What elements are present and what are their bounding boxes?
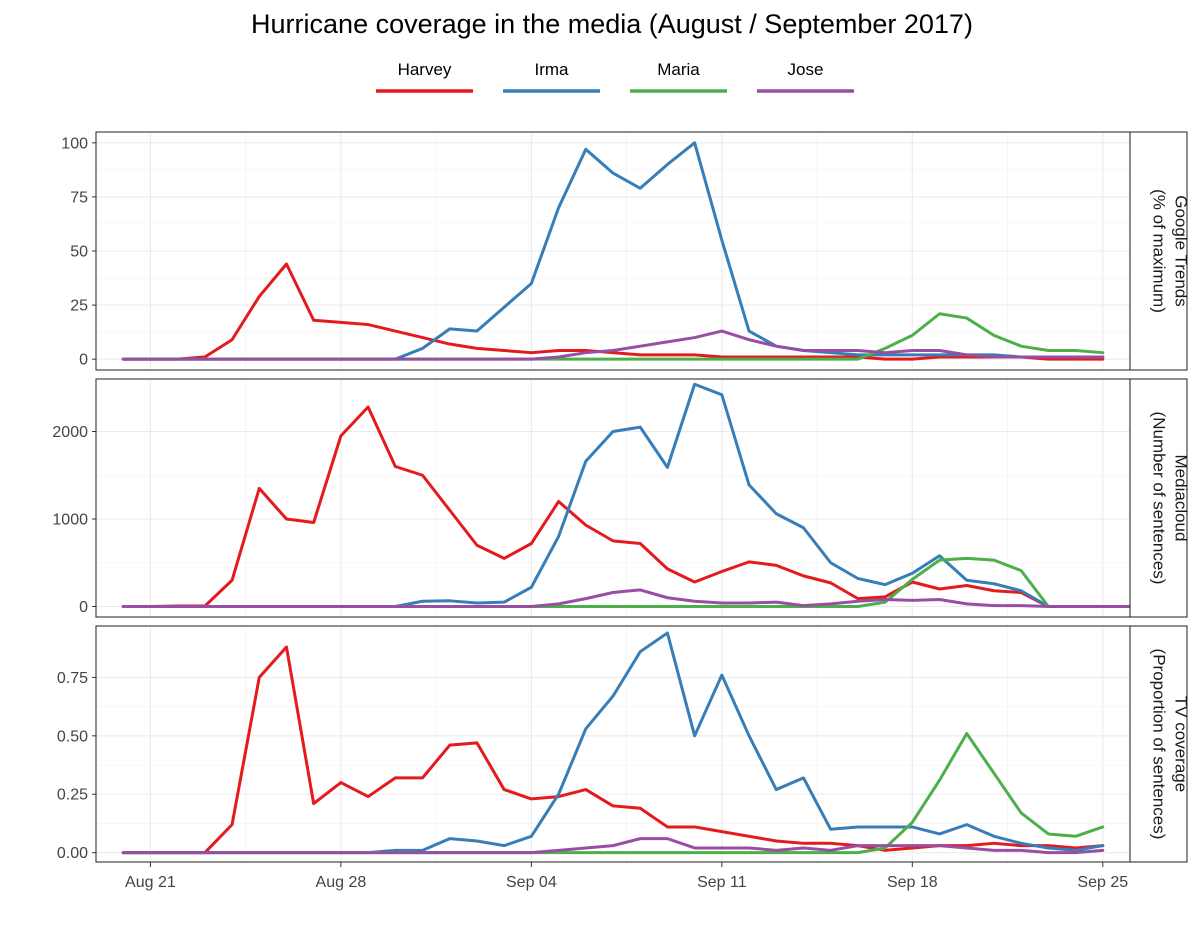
strip-label: (Number of sentences) <box>1150 412 1169 585</box>
panels: 0 25 50 75 100 Google Trends(% of maximum) 0 10… <box>52 131 1191 863</box>
legend-item-maria: Maria <box>630 60 727 93</box>
strip-label: TV coverage <box>1172 696 1191 792</box>
legend: Harvey Irma Maria Jose <box>376 60 854 93</box>
y-tick-label: 2000 <box>52 424 88 441</box>
facet-strip: Google Trends(% of maximum) <box>1129 131 1191 371</box>
strip-label: Google Trends <box>1172 195 1191 307</box>
strip-background <box>1129 131 1188 371</box>
x-tick-label: Sep 18 <box>887 874 938 891</box>
y-tick-label: 100 <box>61 135 88 152</box>
y-tick-label: 0.25 <box>57 787 88 804</box>
series-line-jose <box>121 329 1105 361</box>
y-tick-label: 0.00 <box>57 845 88 862</box>
strip-label: (Proportion of sentences) <box>1150 649 1169 840</box>
strip-background <box>1129 625 1188 863</box>
y-tick-label: 0.75 <box>57 670 88 687</box>
facet-strip: TV coverage(Proportion of sentences) <box>1129 625 1191 863</box>
y-tick-label: 1000 <box>52 512 88 529</box>
y-tick-label: 75 <box>70 189 88 206</box>
series-line-harvey <box>121 405 1132 608</box>
y-tick-label: 0 <box>79 599 88 616</box>
panel-3: 0.00 0.25 0.50 0.75 TV coverage(Proportion o… <box>57 625 1191 863</box>
x-axis: Aug 21 Aug 28 Sep 04 Sep 11 Sep 18 Sep 25 <box>125 862 1128 891</box>
y-tick-label: 50 <box>70 244 88 261</box>
legend-item-jose: Jose <box>757 60 854 93</box>
chart-title: Hurricane coverage in the media (August … <box>251 9 973 39</box>
panel-1: 0 25 50 75 100 Google Trends(% of maximum) <box>61 131 1191 371</box>
legend-label: Maria <box>657 60 700 79</box>
legend-item-irma: Irma <box>503 60 600 93</box>
legend-item-harvey: Harvey <box>376 60 473 93</box>
legend-label: Harvey <box>398 60 452 79</box>
x-tick-label: Aug 21 <box>125 874 176 891</box>
x-tick-label: Aug 28 <box>316 874 367 891</box>
facet-strip: Mediacloud(Number of sentences) <box>1129 378 1191 618</box>
strip-label: Mediacloud <box>1172 455 1191 542</box>
strip-label: (% of maximum) <box>1150 189 1169 313</box>
x-tick-label: Sep 11 <box>697 874 747 891</box>
series-line-harvey <box>121 262 1105 361</box>
legend-label: Jose <box>788 60 824 79</box>
x-tick-label: Sep 25 <box>1077 874 1128 891</box>
panel-2: 0 1000 2000 Mediacloud(Number of sentences) <box>52 378 1191 618</box>
x-tick-label: Sep 04 <box>506 874 557 891</box>
y-tick-label: 0 <box>79 352 88 369</box>
series-line-jose <box>121 837 1105 855</box>
strip-background <box>1129 378 1188 618</box>
series-line-jose <box>121 588 1132 608</box>
y-tick-label: 0.50 <box>57 728 88 745</box>
legend-label: Irma <box>535 60 570 79</box>
y-tick-label: 25 <box>70 298 88 315</box>
